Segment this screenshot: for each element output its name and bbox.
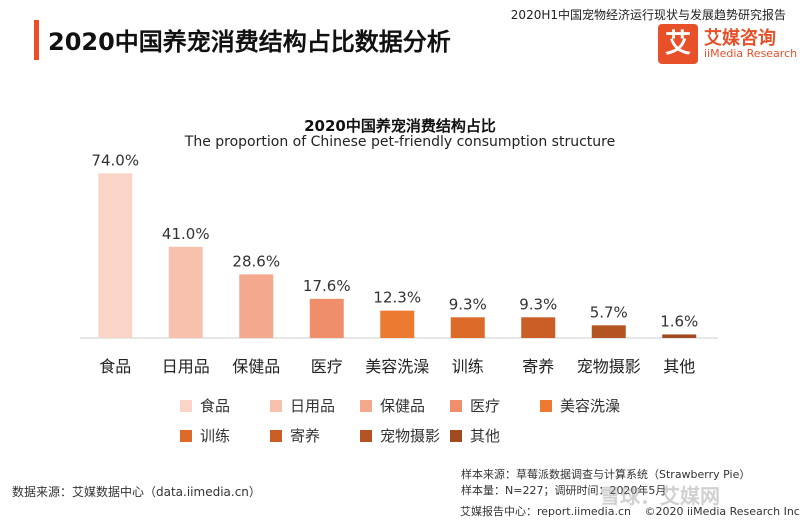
legend-label-6: 寄养: [290, 427, 321, 445]
bar-7: [591, 325, 626, 338]
category-label-0: 食品: [99, 357, 131, 376]
legend-label-8: 其他: [470, 427, 501, 445]
value-label-6: 9.3%: [519, 295, 557, 313]
value-label-7: 5.7%: [590, 303, 628, 321]
category-label-4: 美容洗澡: [365, 357, 429, 376]
legend-label-5: 训练: [200, 427, 231, 445]
logo-en-text: iiMedia Research: [704, 47, 798, 60]
bar-8: [662, 334, 697, 338]
legend-item-6: 寄养: [270, 425, 320, 446]
sample-info: 样本量：N=227；调研时间：2020年5月: [461, 484, 667, 497]
legend-swatch-8: [450, 430, 462, 442]
legend-item-3: 医疗: [450, 395, 500, 416]
value-label-1: 41.0%: [162, 225, 210, 243]
brand-logo: 艾 艾媒咨询 iiMedia Research: [658, 24, 798, 64]
value-label-4: 12.3%: [373, 289, 421, 307]
bar-4: [380, 310, 415, 338]
value-label-3: 17.6%: [303, 277, 351, 295]
legend-label-4: 美容洗澡: [560, 397, 621, 415]
bar-5: [450, 317, 485, 338]
legend-item-7: 宠物摄影: [360, 425, 440, 446]
report-title: 2020H1中国宠物经济运行现状与发展趋势研究报告: [510, 8, 786, 22]
legend-swatch-5: [180, 430, 192, 442]
logo-cn-text: 艾媒咨询: [704, 28, 776, 49]
title-accent-bar: [34, 20, 39, 60]
category-label-3: 医疗: [311, 357, 343, 376]
legend-label-0: 食品: [200, 397, 231, 415]
legend-item-4: 美容洗澡: [540, 395, 620, 416]
legend-label-2: 保健品: [380, 397, 426, 415]
page-title: 2020中国养宠消费结构占比数据分析: [48, 28, 451, 56]
category-label-6: 寄养: [522, 357, 554, 376]
legend-swatch-6: [270, 430, 282, 442]
legend-swatch-2: [360, 400, 372, 412]
legend-label-3: 医疗: [470, 397, 501, 415]
chart-title: 2020中国养宠消费结构占比: [304, 117, 496, 135]
legend-swatch-3: [450, 400, 462, 412]
legend-item-5: 训练: [180, 425, 230, 446]
legend-swatch-4: [540, 400, 552, 412]
bar-0: [98, 173, 133, 338]
value-label-0: 74.0%: [91, 151, 139, 169]
category-label-7: 宠物摄影: [577, 357, 641, 376]
value-label-2: 28.6%: [232, 252, 280, 270]
category-label-5: 训练: [452, 357, 484, 376]
report-center-footer: 艾媒报告中心：report.iimedia.cn ©2020 iiMedia R…: [460, 503, 800, 519]
data-source: 数据来源：艾媒数据中心（data.iimedia.cn）: [12, 485, 261, 499]
legend-label-7: 宠物摄影: [380, 427, 441, 445]
sample-source: 样本来源：草莓派数据调查与计算系统（Strawberry Pie）: [461, 468, 751, 481]
bar-3: [309, 298, 344, 338]
value-label-5: 9.3%: [449, 295, 487, 313]
legend-swatch-1: [270, 400, 282, 412]
report-center-link[interactable]: 艾媒报告中心：report.iimedia.cn: [460, 505, 631, 518]
legend-item-8: 其他: [450, 425, 500, 446]
bar-1: [168, 246, 203, 338]
category-label-1: 日用品: [162, 357, 210, 376]
category-label-8: 其他: [663, 357, 695, 376]
legend-item-1: 日用品: [270, 395, 335, 416]
legend-item-0: 食品: [180, 395, 230, 416]
category-label-2: 保健品: [232, 357, 280, 376]
bar-2: [239, 274, 274, 338]
chart-subtitle: The proportion of Chinese pet-friendly c…: [184, 134, 616, 150]
legend-label-1: 日用品: [290, 397, 336, 415]
legend-swatch-0: [180, 400, 192, 412]
legend-swatch-7: [360, 430, 372, 442]
value-label-8: 1.6%: [660, 312, 698, 330]
copyright-text: ©2020 iiMedia Research Inc: [644, 505, 800, 518]
logo-mark-icon: 艾: [658, 24, 698, 64]
bar-6: [521, 317, 556, 338]
legend-item-2: 保健品: [360, 395, 425, 416]
watermark: 雪球：艾媒网: [600, 484, 720, 508]
